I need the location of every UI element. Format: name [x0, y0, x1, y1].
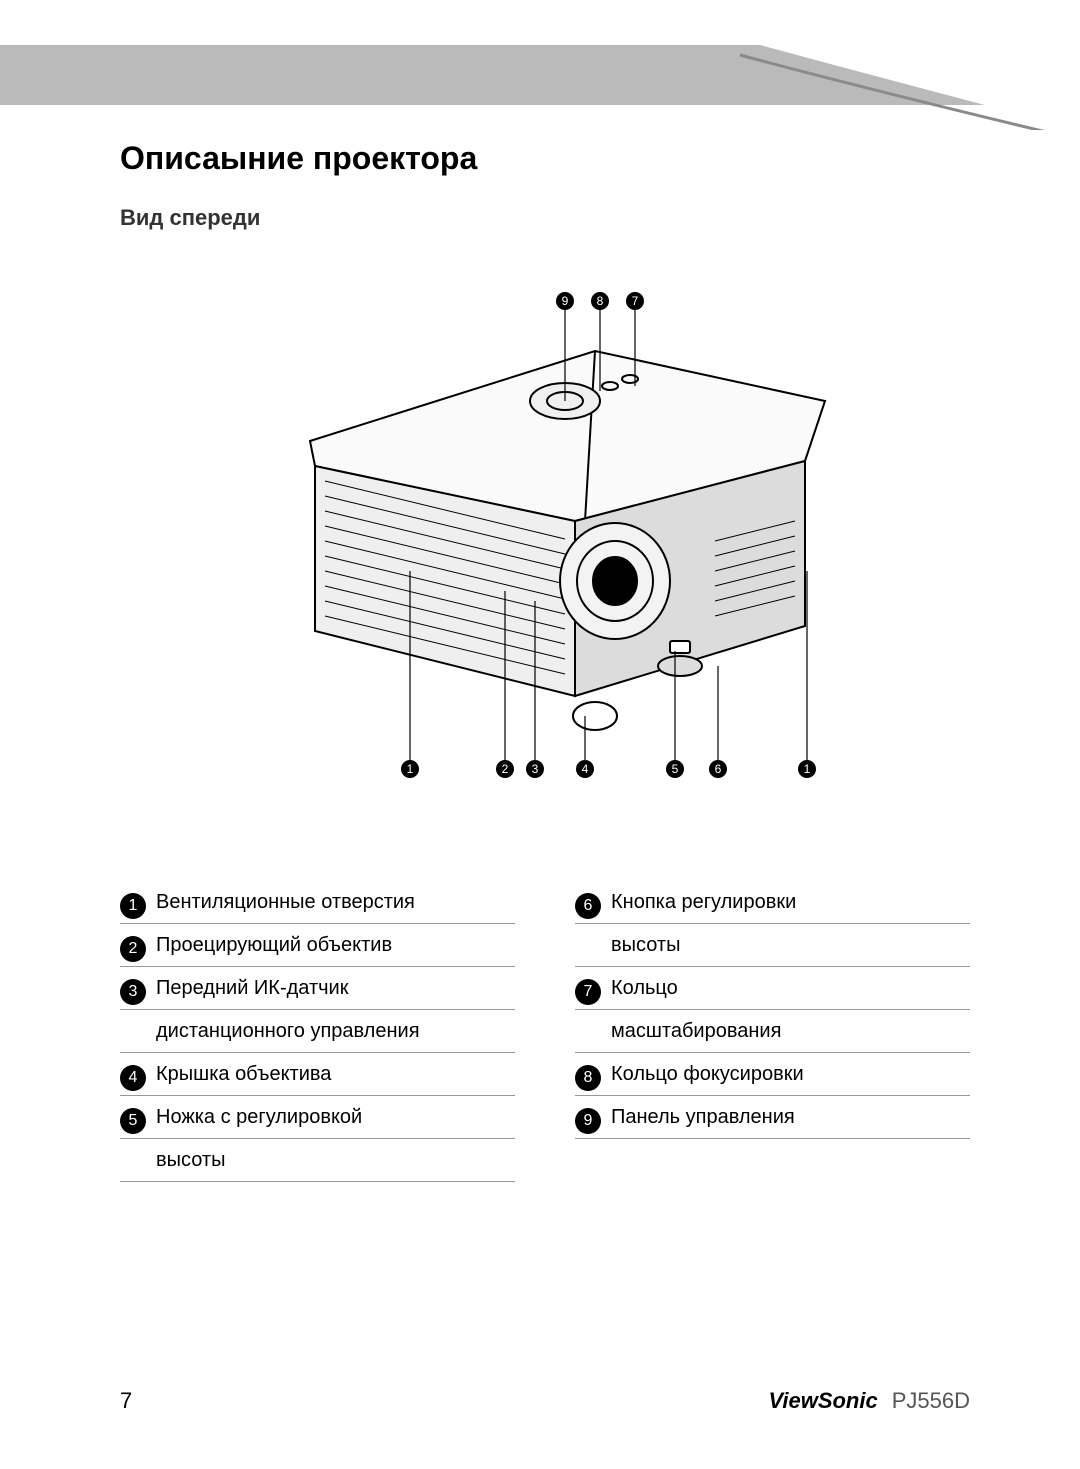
legend-text: масштабирования	[611, 1014, 970, 1048]
section-title: Описаыние проектора	[120, 140, 970, 177]
bullet-4: 4	[120, 1065, 146, 1091]
bullet-5: 5	[120, 1108, 146, 1134]
bullet-8: 8	[575, 1065, 601, 1091]
svg-text:7: 7	[632, 294, 639, 308]
legend-text: Панель управления	[611, 1100, 970, 1134]
legend-left: 1 Вентиляционные отверстия 2 Проецирующий …	[120, 881, 515, 1182]
svg-text:5: 5	[672, 762, 679, 776]
svg-text:9: 9	[562, 294, 569, 308]
legend-text: Кольцо	[611, 971, 970, 1005]
model: PJ556D	[892, 1388, 970, 1414]
footer: 7 ViewSonic PJ556D	[120, 1388, 970, 1414]
svg-text:8: 8	[597, 294, 604, 308]
bullet-6: 6	[575, 893, 601, 919]
svg-text:3: 3	[532, 762, 539, 776]
legend: 1 Вентиляционные отверстия 2 Проецирующий …	[120, 881, 970, 1182]
legend-text: Вентиляционные отверстия	[156, 885, 515, 919]
legend-text: Передний ИК-датчик	[156, 971, 515, 1005]
bullet-2: 2	[120, 936, 146, 962]
legend-text: Кольцо фокусировки	[611, 1057, 970, 1091]
svg-text:4: 4	[582, 762, 589, 776]
bullet-9: 9	[575, 1108, 601, 1134]
bullet-1: 1	[120, 893, 146, 919]
legend-text: Ножка с регулировкой	[156, 1100, 515, 1134]
legend-text: дистанционного управления	[156, 1014, 515, 1048]
svg-text:6: 6	[715, 762, 722, 776]
header-band	[0, 0, 1080, 130]
bullet-3: 3	[120, 979, 146, 1005]
svg-text:1: 1	[804, 762, 811, 776]
subsection-title: Вид спереди	[120, 205, 970, 231]
svg-text:2: 2	[502, 762, 509, 776]
svg-text:1: 1	[407, 762, 414, 776]
brand: ViewSonic	[769, 1388, 878, 1414]
legend-text: Крышка объектива	[156, 1057, 515, 1091]
legend-text: Проецирующий объектив	[156, 928, 515, 962]
legend-right: 6Кнопка регулировки .высоты 7Кольцо .мас…	[575, 881, 970, 1182]
legend-text: Кнопка регулировки	[611, 885, 970, 919]
bullet-7: 7	[575, 979, 601, 1005]
page-number: 7	[120, 1388, 132, 1414]
legend-text: высоты	[156, 1143, 515, 1177]
legend-text: высоты	[611, 928, 970, 962]
projector-diagram: 9 8 7 1 2 3 4 5 6 1	[215, 271, 875, 801]
